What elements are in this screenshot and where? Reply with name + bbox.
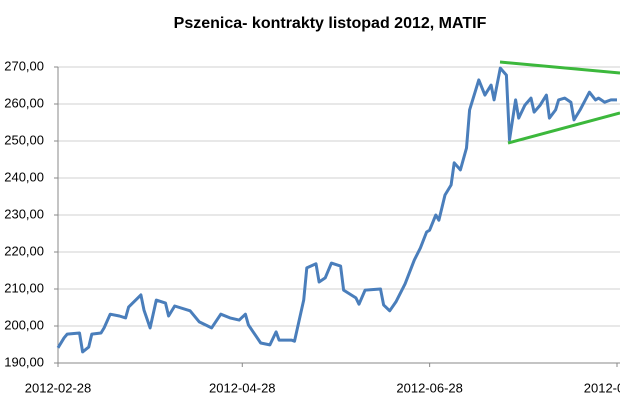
y-tick-label: 210,00 <box>4 280 44 295</box>
x-tick-label: 2012-02-28 <box>25 380 92 395</box>
y-tick-label: 270,00 <box>4 58 44 73</box>
y-tick-label: 250,00 <box>4 132 44 147</box>
x-tick-label: 2012-06-28 <box>396 380 463 395</box>
y-tick-label: 220,00 <box>4 243 44 258</box>
chart-title: Pszenica- kontrakty listopad 2012, MATIF <box>174 15 487 32</box>
y-tick-label: 260,00 <box>4 95 44 110</box>
trend-line <box>499 60 620 75</box>
trend-line <box>507 111 620 145</box>
y-tick-label: 230,00 <box>4 206 44 221</box>
y-tick-label: 240,00 <box>4 169 44 184</box>
data-line <box>56 66 617 354</box>
y-tick-label: 190,00 <box>4 354 44 369</box>
y-tick-label: 200,00 <box>4 317 44 332</box>
x-tick-label: 2012-08-28 <box>584 380 620 395</box>
plot-area: 190,00 200,00 210,00 220,00 230,00 240,00 250,… <box>4 58 620 395</box>
x-tick-label: 2012-04-28 <box>209 380 276 395</box>
